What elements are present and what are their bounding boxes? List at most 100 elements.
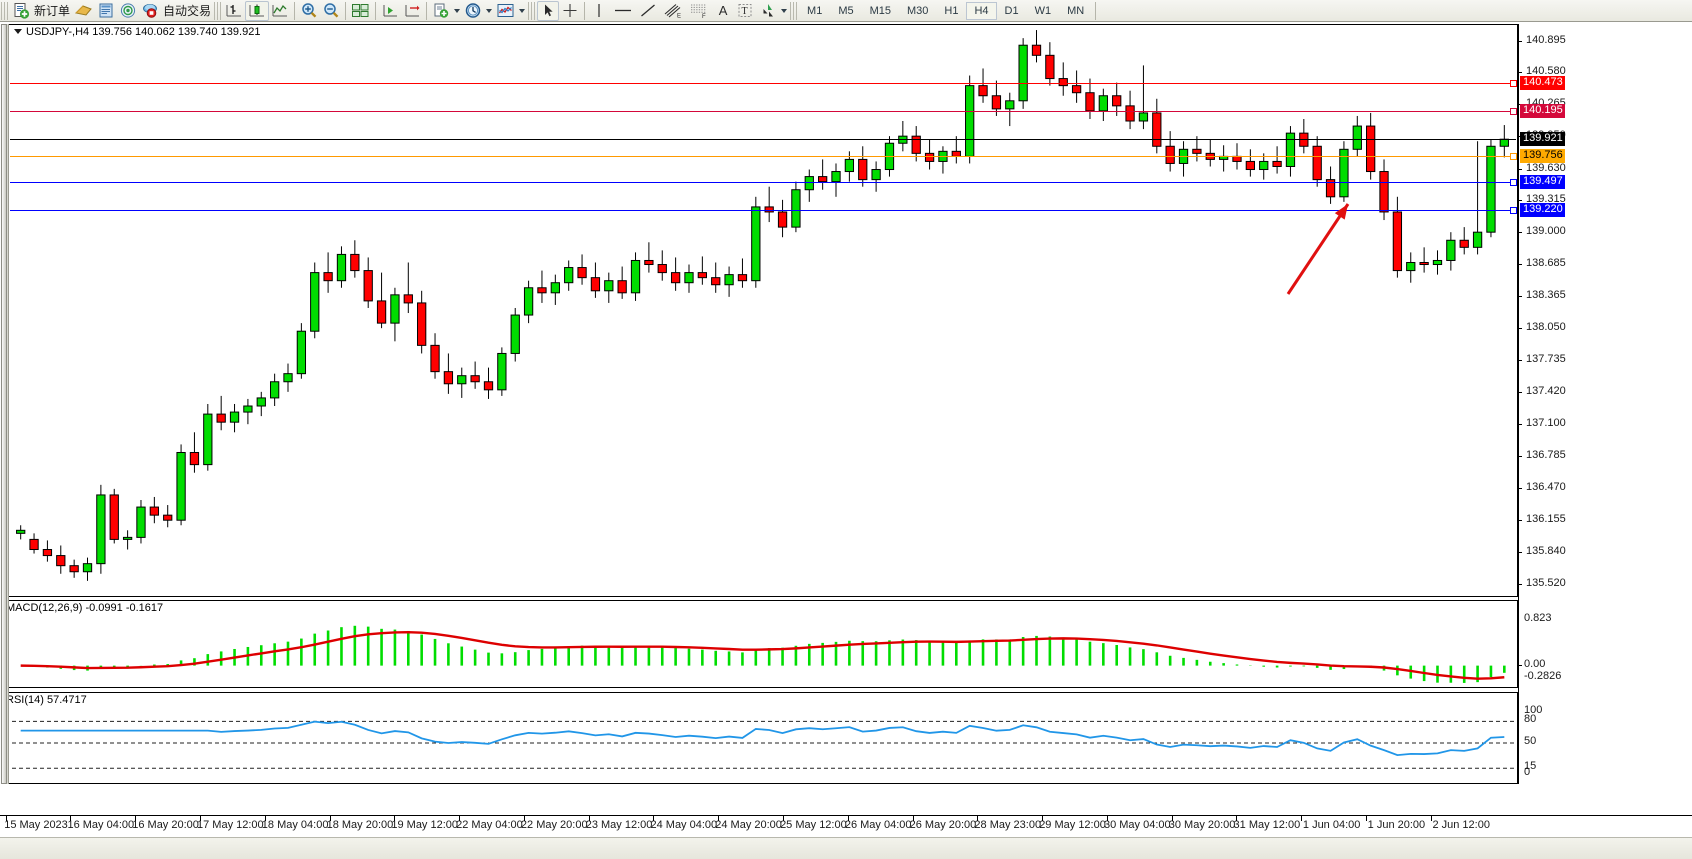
arrows-button[interactable] (756, 1, 789, 21)
time-axis-label: 26 May 20:00 (909, 819, 977, 831)
text-label-button[interactable]: T (734, 1, 756, 21)
new-order-icon (14, 2, 30, 19)
time-axis-tick (1171, 816, 1173, 821)
horizontal-line-button[interactable] (610, 1, 636, 21)
level-handle-support-2[interactable] (1510, 206, 1517, 214)
level-line-support-1[interactable] (10, 181, 1516, 183)
chart-menu-chevron-icon[interactable] (14, 29, 22, 34)
time-axis-tick (523, 816, 525, 821)
period-button[interactable] (462, 1, 494, 21)
price-pane[interactable] (2, 24, 1518, 597)
time-axis-tick (1301, 816, 1303, 821)
time-axis-tick (912, 816, 914, 821)
price-tick-mark (1518, 200, 1522, 202)
rsi-pane[interactable]: RSI(14) 57.4717 (2, 692, 1518, 784)
level-line-resistance-1[interactable] (10, 83, 1516, 85)
price-badge-support-1: 139.497 (1520, 174, 1565, 189)
toolbar-grip-4[interactable] (790, 1, 798, 20)
equidistant-channel-button[interactable]: E (660, 1, 686, 21)
timeframe-button-w1[interactable]: W1 (1027, 2, 1060, 20)
zoom-in-button[interactable] (298, 1, 320, 21)
timeframe-button-mn[interactable]: MN (1059, 2, 1092, 20)
time-axis-tick (394, 816, 396, 821)
vertical-line-button[interactable] (588, 1, 610, 21)
toolbar-separator-1 (294, 1, 296, 20)
price-tick-mark (1518, 264, 1522, 265)
toolbar-grip[interactable] (1, 1, 8, 20)
timeframe-button-m5[interactable]: M5 (830, 2, 861, 20)
navigator-button[interactable] (117, 1, 139, 21)
chart-window[interactable]: USDJPY-,H4 139.756 140.062 139.740 139.9… (0, 22, 1692, 815)
chevron-down-icon-3[interactable] (519, 8, 526, 13)
auto-scroll-button[interactable] (379, 1, 401, 21)
chart-shift-button[interactable] (401, 1, 423, 21)
bar-chart-button[interactable] (223, 1, 245, 21)
toolbar-grip-2[interactable] (214, 1, 222, 20)
time-axis-label: 18 May 20:00 (326, 819, 394, 831)
level-handle-resistance-1[interactable] (1510, 80, 1517, 88)
terminal-icon (75, 5, 92, 16)
timeframe-button-m15[interactable]: M15 (862, 2, 899, 20)
time-axis-tick (459, 816, 461, 821)
level-line-resistance-2[interactable] (10, 111, 1516, 113)
level-line-current-price[interactable] (10, 139, 1516, 141)
text-button[interactable]: A (712, 1, 734, 21)
main-toolbar: 新订单 自动交易 (0, 0, 1692, 22)
price-badge-current-price: 139.921 (1520, 132, 1565, 147)
time-axis[interactable]: 15 May 2023 16 May 04:00 16 May 20:00 17 Ma… (0, 815, 1692, 837)
price-tick-label: 136.785 (1526, 449, 1566, 462)
time-axis-tick (977, 816, 979, 821)
price-tick-label: 138.685 (1526, 257, 1566, 269)
timeframe-button-m1[interactable]: M1 (799, 2, 830, 20)
toolbar-grip-3[interactable] (528, 1, 536, 20)
chevron-down-icon-4[interactable] (781, 8, 788, 13)
indicators-button[interactable] (494, 1, 527, 21)
new-order-button[interactable]: 新订单 (10, 1, 72, 21)
macd-pane[interactable]: MACD(12,26,9) -0.0991 -0.1617 (2, 600, 1518, 688)
autotrading-icon (143, 4, 158, 18)
time-axis-tick (199, 816, 201, 821)
time-axis-tick (783, 816, 784, 821)
crosshair-button[interactable] (559, 1, 581, 21)
timeframe-button-m30[interactable]: M30 (899, 2, 936, 20)
chart-vertical-scrollbar[interactable] (0, 24, 9, 784)
terminal-button[interactable] (72, 1, 95, 21)
candlestick-chart-button[interactable] (245, 0, 270, 21)
trendline-button[interactable] (636, 1, 660, 21)
price-tick-mark (1518, 328, 1522, 330)
price-badge-entry-level: 139.756 (1520, 148, 1565, 163)
timeframe-button-h4[interactable]: H4 (966, 1, 997, 20)
templates-button[interactable] (430, 1, 462, 21)
chart-stage: USDJPY-,H4 139.756 140.062 139.740 139.9… (0, 22, 1692, 859)
time-axis-label: 30 May 20:00 (1168, 819, 1236, 831)
time-axis-label: 30 May 04:00 (1103, 819, 1171, 831)
level-handle-support-1[interactable] (1510, 178, 1517, 186)
price-tick-label: 137.100 (1526, 417, 1566, 430)
price-badge-support-2: 139.220 (1520, 202, 1565, 217)
price-tick-label: 136.155 (1526, 512, 1566, 525)
chevron-down-icon-2[interactable] (486, 8, 493, 13)
market-watch-button[interactable] (95, 1, 117, 21)
chevron-down-icon[interactable] (454, 8, 461, 13)
fibonacci-retracement-button[interactable]: F (686, 1, 712, 21)
line-chart-button[interactable] (269, 1, 291, 21)
timeframe-button-d1[interactable]: D1 (997, 2, 1027, 20)
time-axis-label: 1 Jun 04:00 (1302, 819, 1361, 831)
price-tick-label: 139.000 (1526, 225, 1566, 238)
time-axis-tick (718, 816, 720, 821)
timeframe-button-h1[interactable]: H1 (936, 2, 966, 20)
level-line-entry-level[interactable] (10, 155, 1516, 157)
time-axis-tick (70, 816, 72, 821)
scrollbar-thumb[interactable] (1, 24, 7, 784)
level-handle-entry-level[interactable] (1510, 152, 1517, 160)
autotrading-button[interactable]: 自动交易 (139, 1, 213, 21)
tile-windows-button[interactable] (349, 1, 372, 21)
level-handle-resistance-2[interactable] (1510, 108, 1517, 116)
zoom-out-button[interactable] (320, 1, 342, 21)
time-axis-label: 28 May 23:00 (974, 819, 1042, 831)
price-badge-resistance-1: 140.473 (1520, 76, 1565, 91)
cursor-button[interactable] (537, 0, 560, 21)
text-icon: A (718, 3, 728, 18)
price-tick-mark (1518, 360, 1522, 362)
level-line-support-2[interactable] (10, 209, 1516, 211)
